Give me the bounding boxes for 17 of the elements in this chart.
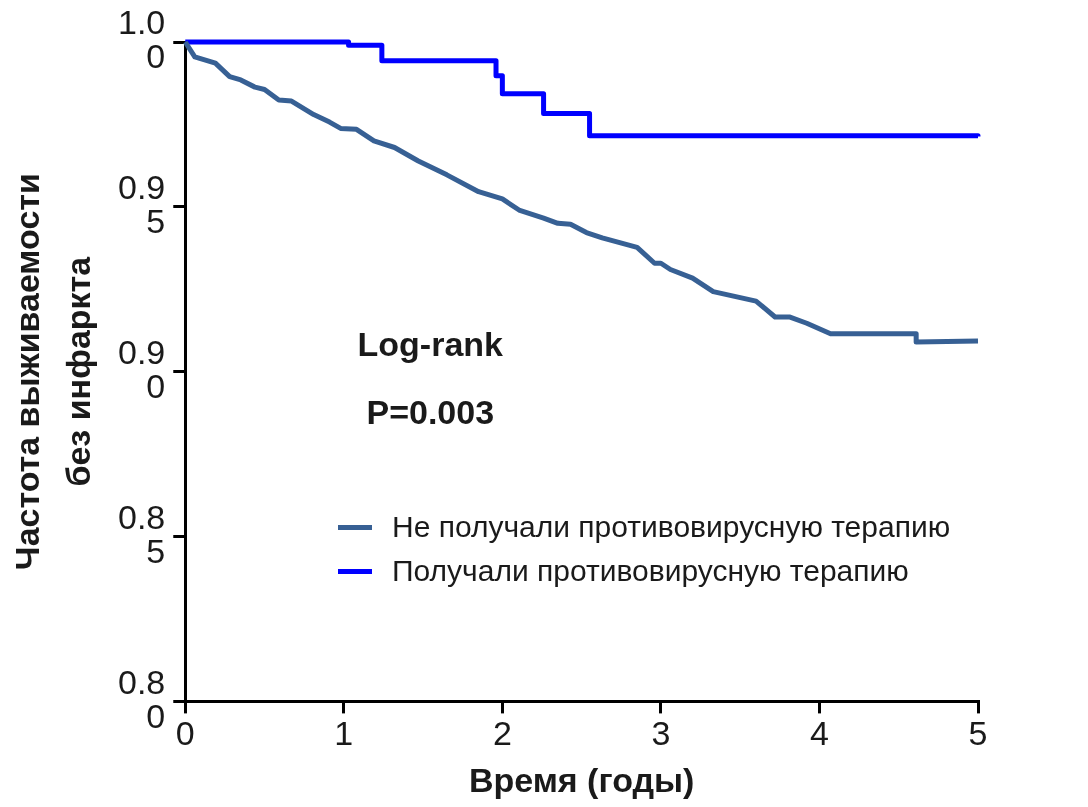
x-tick-label: 5	[968, 714, 988, 753]
y-tick-label: 1.00	[118, 3, 166, 76]
annotation: Log-rank	[357, 325, 504, 364]
x-tick-label: 2	[492, 714, 512, 753]
y-tick-label: 0.80	[118, 662, 166, 735]
x-tick-label: 1	[334, 714, 354, 753]
y-tick-label: 0.9 5	[118, 168, 166, 241]
annotation: P=0.003	[366, 393, 495, 432]
y-axis-title: Частота выживаемости без инфаркта	[7, 173, 97, 571]
legend-label: Получали противовирусную терапию	[392, 553, 909, 589]
x-tick-label: 0	[175, 714, 195, 753]
x-tick-label: 3	[651, 714, 671, 753]
y-tick-label: 0.90	[118, 333, 166, 406]
x-axis-title: Время (годы)	[468, 760, 695, 799]
legend-label: Не получали противовирусную терапию	[392, 509, 951, 545]
x-tick-label: 4	[809, 714, 829, 753]
y-tick-label: 0.8 5	[118, 497, 166, 570]
